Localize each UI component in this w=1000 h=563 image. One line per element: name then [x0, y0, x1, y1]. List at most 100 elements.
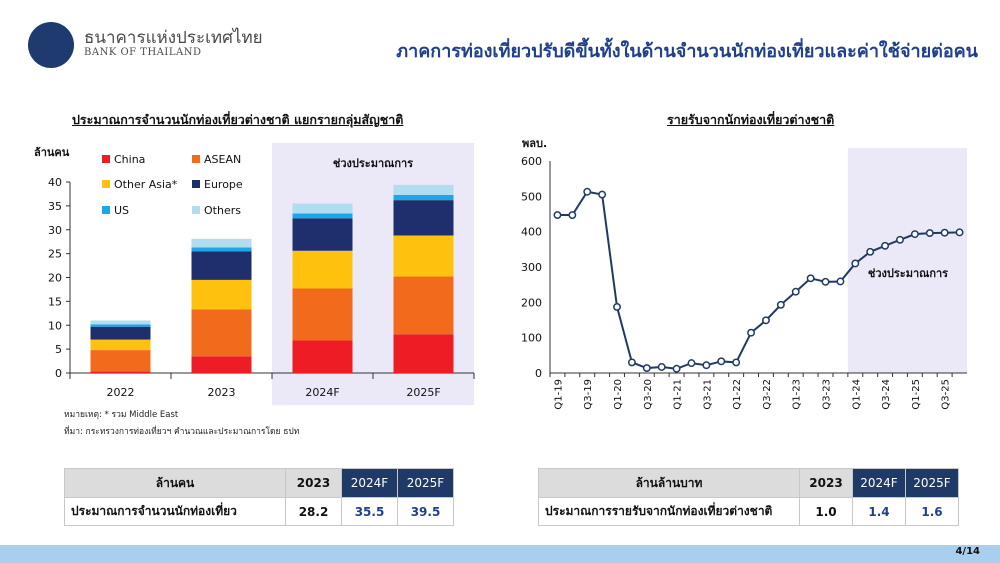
table-header-cell: 2023	[799, 468, 853, 498]
x-tick-label: Q1-20	[613, 379, 624, 410]
bar-segment	[292, 213, 353, 219]
bar-chart-title: ประมาณการจำนวนนักท่องเที่ยวต่างชาติ แยกร…	[72, 112, 404, 127]
data-point	[717, 357, 726, 366]
legend-swatch	[102, 206, 110, 214]
visitors-table: ล้านคน 2023 2024F 2025F ประมาณการจำนวนนั…	[64, 468, 454, 526]
data-point	[642, 364, 651, 373]
y-axis-label: พลบ.	[522, 137, 547, 150]
legend-swatch	[192, 206, 200, 214]
y-tick-label: 15	[48, 295, 62, 308]
x-tick-label: Q1-23	[792, 379, 803, 410]
forecast-label: ช่วงประมาณการ	[333, 157, 413, 170]
y-tick-label: 400	[521, 226, 542, 239]
bar-segment	[191, 279, 252, 310]
y-tick-label: 0	[55, 367, 62, 380]
y-tick-label: 600	[521, 155, 542, 168]
y-tick-label: 0	[535, 367, 542, 380]
data-point	[747, 328, 756, 337]
legend-label: ASEAN	[204, 153, 241, 166]
bar-segment	[292, 250, 353, 289]
bank-name-th: ธนาคารแห่งประเทศไทย	[84, 28, 263, 48]
data-point	[702, 361, 711, 370]
y-tick-label: 35	[48, 200, 62, 213]
bar-segment	[90, 350, 151, 372]
legend-label: China	[114, 153, 145, 166]
table-header-cell: 2023	[285, 468, 342, 498]
data-point	[761, 316, 770, 325]
footer-bar	[0, 545, 1000, 563]
table-cell: 28.2	[285, 497, 342, 526]
table-cell: 35.5	[341, 497, 398, 526]
bank-logo-icon	[28, 22, 74, 68]
bar-segment	[292, 203, 353, 214]
y-tick-label: 100	[521, 332, 542, 345]
data-point	[553, 211, 562, 220]
x-tick-label: 2024F	[305, 386, 339, 399]
x-tick-label: Q3-25	[941, 379, 952, 410]
line-chart-title: รายรับจากนักท่องเที่ยวต่างชาติ	[667, 112, 835, 127]
table-cell: 1.6	[905, 497, 959, 526]
y-tick-label: 25	[48, 248, 62, 261]
bar-segment	[90, 371, 151, 373]
data-point	[627, 358, 636, 367]
y-tick-label: 20	[48, 272, 62, 285]
data-point	[821, 277, 830, 286]
bar-segment	[393, 334, 454, 373]
x-tick-label: Q1-19	[553, 379, 564, 410]
x-tick-label: Q1-22	[732, 379, 743, 410]
x-tick-label: Q3-21	[702, 379, 713, 410]
data-point	[598, 190, 607, 199]
x-tick-label: Q3-22	[762, 379, 773, 410]
page-title: ภาคการท่องเที่ยวปรับดีขึ้นทั้งในด้านจำนว…	[396, 41, 978, 62]
legend-swatch	[102, 155, 110, 163]
forecast-label: ช่วงประมาณการ	[868, 267, 948, 280]
data-point	[568, 211, 577, 220]
chart-note: หมายเหตุ: * รวม Middle East	[64, 410, 179, 420]
x-tick-label: 2023	[208, 386, 236, 399]
y-tick-label: 40	[48, 176, 62, 189]
table-header-cell: 2024F	[341, 468, 398, 498]
bank-name-en: BANK OF THAILAND	[84, 47, 202, 58]
table-cell: 1.0	[799, 497, 853, 526]
data-point	[806, 274, 815, 283]
bar-segment	[191, 356, 252, 373]
data-point	[687, 359, 696, 368]
bar-segment	[393, 276, 454, 335]
table-header-row: ล้านคน 2023 2024F 2025F	[64, 468, 454, 498]
data-point	[732, 358, 741, 367]
legend-label: Europe	[204, 178, 243, 191]
data-point	[925, 229, 934, 238]
table-row-label: ประมาณการจำนวนนักท่องเที่ยว	[64, 497, 286, 526]
data-point	[881, 241, 890, 250]
table-header-cell: ล้านคน	[64, 468, 286, 498]
x-tick-label: Q1-21	[673, 379, 684, 410]
x-tick-label: Q3-24	[881, 379, 892, 410]
bar-segment	[292, 218, 353, 251]
bar-chart: ช่วงประมาณการ ล้านคน 0 5 10 15 20 25 30 35 40 2022 2…	[34, 143, 475, 405]
x-tick-label: Q3-19	[583, 379, 594, 410]
bar-segment	[393, 194, 454, 201]
bar-segment	[90, 320, 151, 325]
bar-segment	[292, 340, 353, 373]
y-tick-label: 200	[521, 296, 542, 309]
table-header-row: ล้านล้านบาท 2023 2024F 2025F	[538, 468, 959, 498]
y-tick-label: 5	[55, 343, 62, 356]
y-tick-label: 300	[521, 261, 542, 274]
data-point	[910, 230, 919, 239]
data-point	[836, 277, 845, 286]
data-point	[791, 287, 800, 296]
forecast-shade	[847, 148, 967, 373]
table-row: ประมาณการจำนวนนักท่องเที่ยว 28.2 35.5 39…	[64, 497, 454, 526]
table-cell: 1.4	[852, 497, 906, 526]
data-point	[940, 228, 949, 237]
bar-segment	[292, 288, 353, 341]
legend-label: Others	[204, 204, 241, 217]
bar-segment	[191, 247, 252, 252]
data-point	[776, 300, 785, 309]
x-tick-label: Q3-20	[643, 379, 654, 410]
legend-swatch	[192, 180, 200, 188]
chart-source: ที่มา: กระทรวงการท่องเที่ยวฯ คำนวณและประ…	[64, 427, 300, 437]
x-tick-label: 2025F	[406, 386, 440, 399]
legend-swatch	[102, 180, 110, 188]
x-tick-label: Q1-25	[911, 379, 922, 410]
